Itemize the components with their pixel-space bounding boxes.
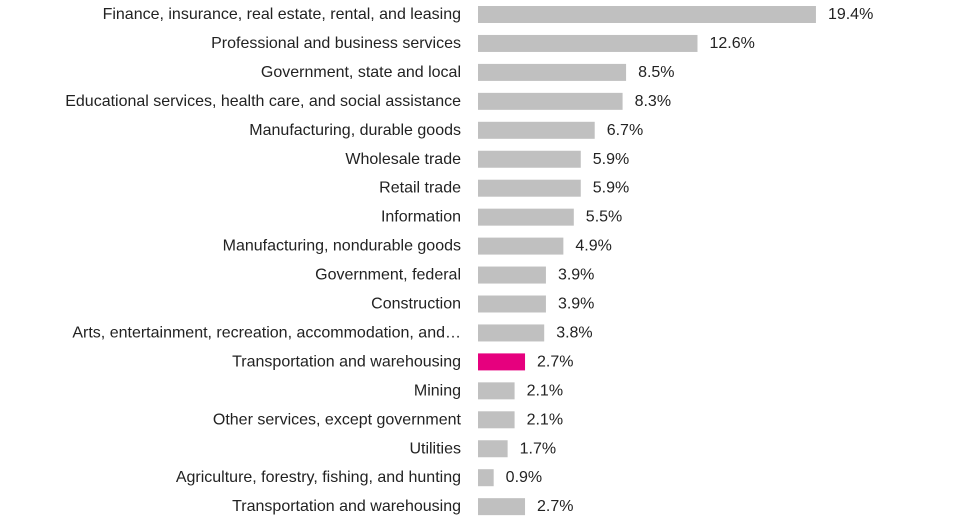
- bar-2: [478, 63, 627, 81]
- bar-15: [478, 440, 508, 458]
- bar-0: [478, 6, 816, 23]
- category-label-12: Transportation and warehousing: [232, 353, 461, 370]
- value-label-13: 2.1%: [527, 382, 563, 399]
- bar-4: [478, 121, 595, 139]
- category-label-11: Arts, entertainment, recreation, accommo…: [72, 324, 461, 341]
- category-label-7: Information: [381, 209, 461, 226]
- bar-17: [478, 498, 526, 516]
- bar-5: [478, 150, 581, 168]
- category-label-3: Educational services, health care, and s…: [65, 93, 461, 110]
- value-label-3: 8.3%: [635, 93, 671, 110]
- bar-11: [478, 324, 545, 342]
- value-label-12: 2.7%: [537, 353, 573, 370]
- value-label-9: 3.9%: [558, 267, 594, 284]
- bar-9: [478, 266, 546, 284]
- value-label-16: 0.9%: [506, 469, 542, 486]
- category-labels-layer: Finance, insurance, real estate, rental,…: [65, 6, 461, 515]
- value-label-4: 6.7%: [607, 122, 643, 139]
- bar-10: [478, 295, 546, 313]
- category-label-17: Transportation and warehousing: [232, 498, 461, 515]
- bar-1: [478, 34, 698, 52]
- value-label-0: 19.4%: [828, 6, 873, 23]
- bar-14: [478, 411, 515, 429]
- category-label-6: Retail trade: [379, 180, 461, 197]
- category-label-4: Manufacturing, durable goods: [249, 122, 461, 139]
- bar-6: [478, 179, 581, 197]
- value-label-11: 3.8%: [556, 324, 592, 341]
- value-label-8: 4.9%: [575, 238, 611, 255]
- category-label-16: Agriculture, forestry, fishing, and hunt…: [176, 469, 461, 486]
- bar-7: [478, 208, 574, 226]
- value-labels-layer: 19.4% 12.6% 8.5% 8.3% 6.7% 5.9% 5.9% 5.5% 4.9% 3.…: [506, 6, 874, 515]
- category-label-5: Wholesale trade: [345, 151, 461, 168]
- value-label-6: 5.9%: [593, 180, 629, 197]
- category-label-14: Other services, except government: [213, 411, 462, 428]
- bar-8: [478, 237, 564, 255]
- value-label-2: 8.5%: [638, 64, 674, 81]
- bar-13: [478, 382, 515, 400]
- bar-12: [478, 353, 526, 371]
- value-label-1: 12.6%: [709, 35, 754, 52]
- value-label-14: 2.1%: [527, 411, 563, 428]
- category-label-15: Utilities: [409, 440, 461, 457]
- category-label-8: Manufacturing, nondurable goods: [223, 238, 461, 255]
- category-label-9: Government, federal: [315, 267, 461, 284]
- value-label-7: 5.5%: [586, 209, 622, 226]
- category-label-2: Government, state and local: [261, 64, 461, 81]
- category-label-10: Construction: [371, 296, 461, 313]
- category-label-1: Professional and business services: [211, 35, 461, 52]
- category-label-0: Finance, insurance, real estate, rental,…: [103, 6, 461, 23]
- value-label-10: 3.9%: [558, 296, 594, 313]
- value-label-15: 1.7%: [520, 440, 556, 457]
- bar-3: [478, 92, 623, 110]
- bar-16: [478, 469, 494, 487]
- category-label-13: Mining: [414, 382, 461, 399]
- value-label-5: 5.9%: [593, 151, 629, 168]
- bars-layer: [478, 6, 816, 516]
- value-label-17: 2.7%: [537, 498, 573, 515]
